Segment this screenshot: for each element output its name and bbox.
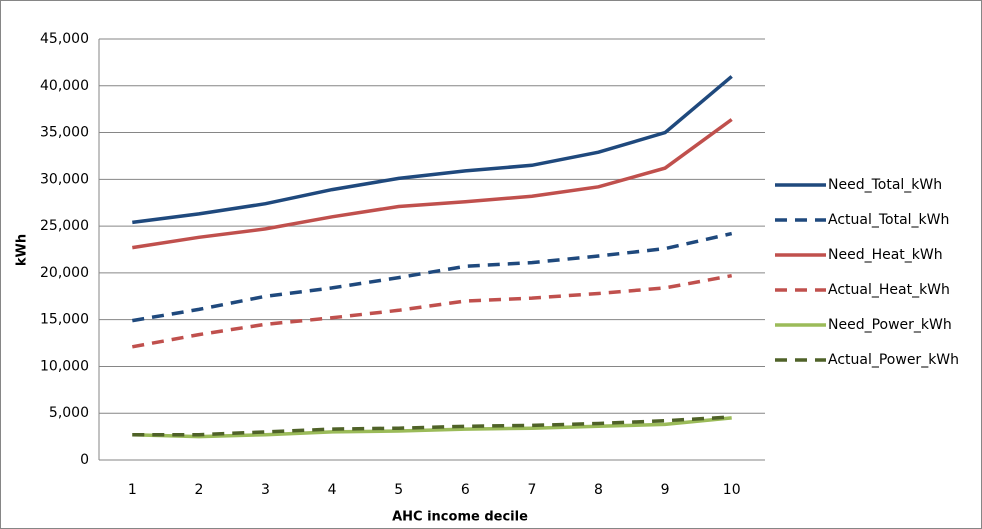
x-axis-title: AHC income decile <box>392 510 528 525</box>
series-line <box>132 416 732 439</box>
y-tick-label: 30,000 <box>40 171 89 187</box>
series-line <box>132 231 733 323</box>
y-tick-label: 40,000 <box>40 78 89 94</box>
y-tick-label: 25,000 <box>40 218 89 234</box>
series-line <box>132 75 733 225</box>
x-tick-label: 4 <box>328 482 337 498</box>
legend-label: Need_Heat_kWh <box>828 247 943 263</box>
y-tick-label: 10,000 <box>40 358 89 374</box>
y-tick-label: 5,000 <box>49 405 89 421</box>
y-axis-title: kWh <box>15 234 30 266</box>
y-tick-label: 20,000 <box>40 265 89 281</box>
x-tick-label: 10 <box>723 482 741 498</box>
x-tick-label: 7 <box>527 482 536 498</box>
legend-label: Actual_Power_kWh <box>828 352 959 368</box>
legend-label: Actual_Heat_kWh <box>828 282 950 298</box>
legend-label: Need_Power_kWh <box>828 317 952 333</box>
legend-label: Need_Total_kWh <box>828 177 942 193</box>
y-tick-label: 15,000 <box>40 312 89 328</box>
series-line <box>131 273 733 349</box>
x-tick-label: 6 <box>461 482 470 498</box>
x-tick-label: 1 <box>128 482 137 498</box>
y-tick-label: 35,000 <box>40 125 89 141</box>
y-tick-label: 0 <box>80 452 89 468</box>
legend-label: Actual_Total_kWh <box>828 212 949 228</box>
x-tick-label: 9 <box>661 482 670 498</box>
x-tick-label: 3 <box>261 482 270 498</box>
x-tick-label: 8 <box>594 482 603 498</box>
x-tick-label: 2 <box>194 482 203 498</box>
series-line <box>132 118 733 250</box>
y-tick-label: 45,000 <box>40 31 89 47</box>
x-tick-label: 5 <box>394 482 403 498</box>
